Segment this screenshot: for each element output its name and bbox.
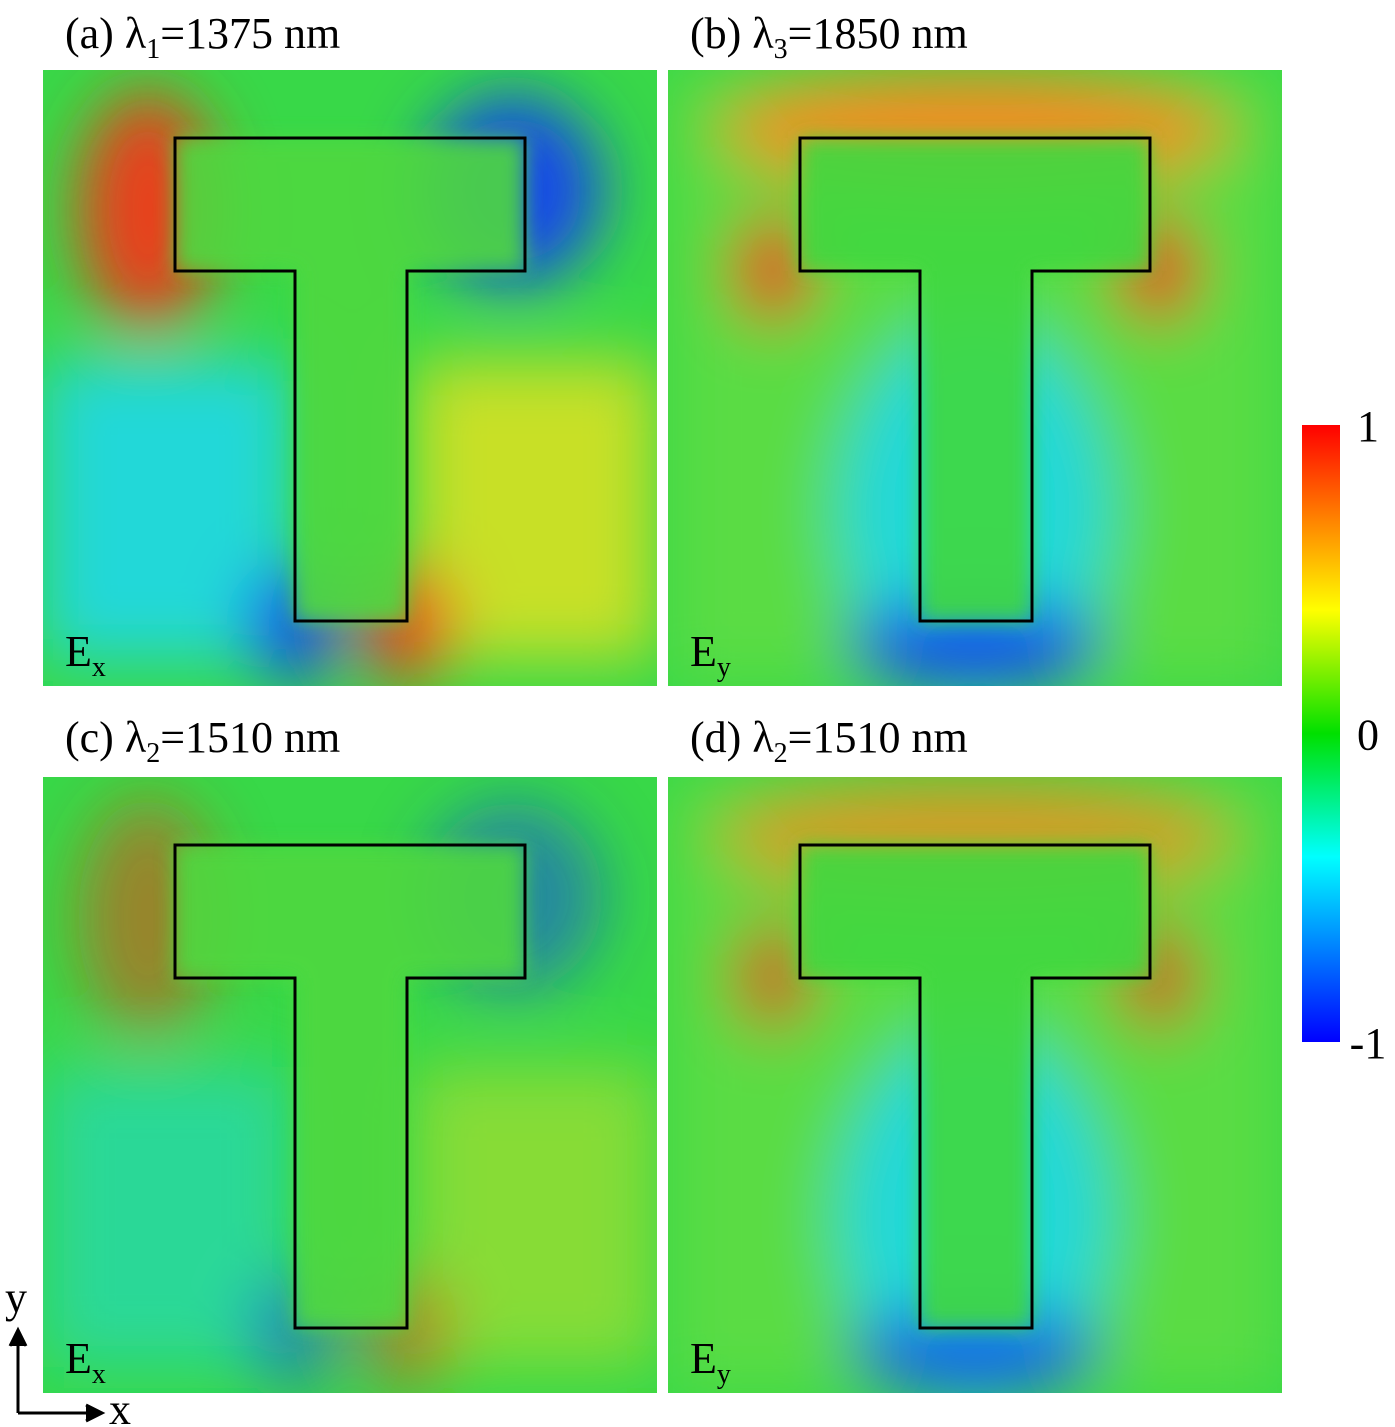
field-blob bbox=[413, 360, 657, 660]
colorbar-tick-label: 1 bbox=[1357, 402, 1379, 451]
inner-field bbox=[175, 138, 525, 621]
inner-field bbox=[800, 138, 1150, 621]
wavelength-symbol: λ bbox=[125, 9, 147, 58]
field-subscript: y bbox=[717, 652, 731, 683]
panel-title: (b) λ3=1850 nm bbox=[690, 9, 968, 65]
field-map: Ey bbox=[668, 777, 1282, 1393]
field-label: Ex bbox=[65, 1334, 106, 1390]
field-subscript: x bbox=[92, 1359, 106, 1390]
axis-label-x: x bbox=[109, 1385, 131, 1427]
field-layer bbox=[668, 777, 1282, 1393]
field-layer bbox=[43, 70, 657, 686]
wavelength-symbol: λ bbox=[125, 713, 147, 762]
t-outline bbox=[173, 843, 527, 1330]
wavelength-subscript: 2 bbox=[774, 738, 788, 769]
field-map: Ey bbox=[668, 70, 1282, 686]
field-symbol: E bbox=[65, 627, 92, 676]
field-blobs bbox=[43, 797, 657, 1392]
field-blob bbox=[733, 215, 813, 325]
wavelength-symbol: λ bbox=[752, 713, 774, 762]
colorbar bbox=[1302, 425, 1340, 1042]
wavelength-subscript: 3 bbox=[774, 34, 788, 65]
panel-title: (c) λ2=1510 nm bbox=[65, 713, 340, 769]
field-symbol: E bbox=[65, 1334, 92, 1383]
field-map: Ex bbox=[43, 777, 657, 1393]
field-label: Ey bbox=[690, 1334, 731, 1390]
coordinate-axes bbox=[8, 1326, 106, 1423]
wavelength-value: =1510 nm bbox=[160, 713, 340, 762]
wavelength-subscript: 1 bbox=[146, 34, 160, 65]
t-outline bbox=[798, 843, 1152, 1330]
wavelength-symbol: λ bbox=[752, 9, 774, 58]
field-layer bbox=[668, 70, 1282, 686]
field-symbol: E bbox=[690, 627, 717, 676]
inner-field bbox=[175, 845, 525, 1328]
panel-label: (d) bbox=[690, 713, 741, 762]
field-map: Ex bbox=[43, 70, 657, 686]
panel-label: (b) bbox=[690, 9, 741, 58]
axis-label-y: y bbox=[5, 1273, 27, 1322]
field-label: Ey bbox=[690, 627, 731, 683]
field-blob bbox=[845, 600, 1105, 686]
panel-title: (a) λ1=1375 nm bbox=[65, 9, 340, 65]
wavelength-subscript: 2 bbox=[146, 738, 160, 769]
panel-title: (d) λ2=1510 nm bbox=[690, 713, 968, 769]
wavelength-value: =1850 nm bbox=[788, 9, 968, 58]
field-subscript: x bbox=[92, 652, 106, 683]
inner-field bbox=[800, 845, 1150, 1328]
field-subscript: y bbox=[717, 1359, 731, 1390]
colorbar-tick-label: -1 bbox=[1350, 1019, 1387, 1068]
t-outline bbox=[173, 136, 527, 623]
field-label: Ex bbox=[65, 627, 106, 683]
colorbar-tick-label: 0 bbox=[1357, 711, 1379, 760]
field-symbol: E bbox=[690, 1334, 717, 1383]
field-blob bbox=[845, 1307, 1105, 1393]
wavelength-value: =1510 nm bbox=[788, 713, 968, 762]
t-outline bbox=[798, 136, 1152, 623]
panel-label: (a) bbox=[65, 9, 114, 58]
field-layer bbox=[43, 777, 657, 1393]
field-blob bbox=[413, 1067, 657, 1367]
wavelength-value: =1375 nm bbox=[160, 9, 340, 58]
field-blob bbox=[733, 922, 813, 1032]
panel-label: (c) bbox=[65, 713, 114, 762]
